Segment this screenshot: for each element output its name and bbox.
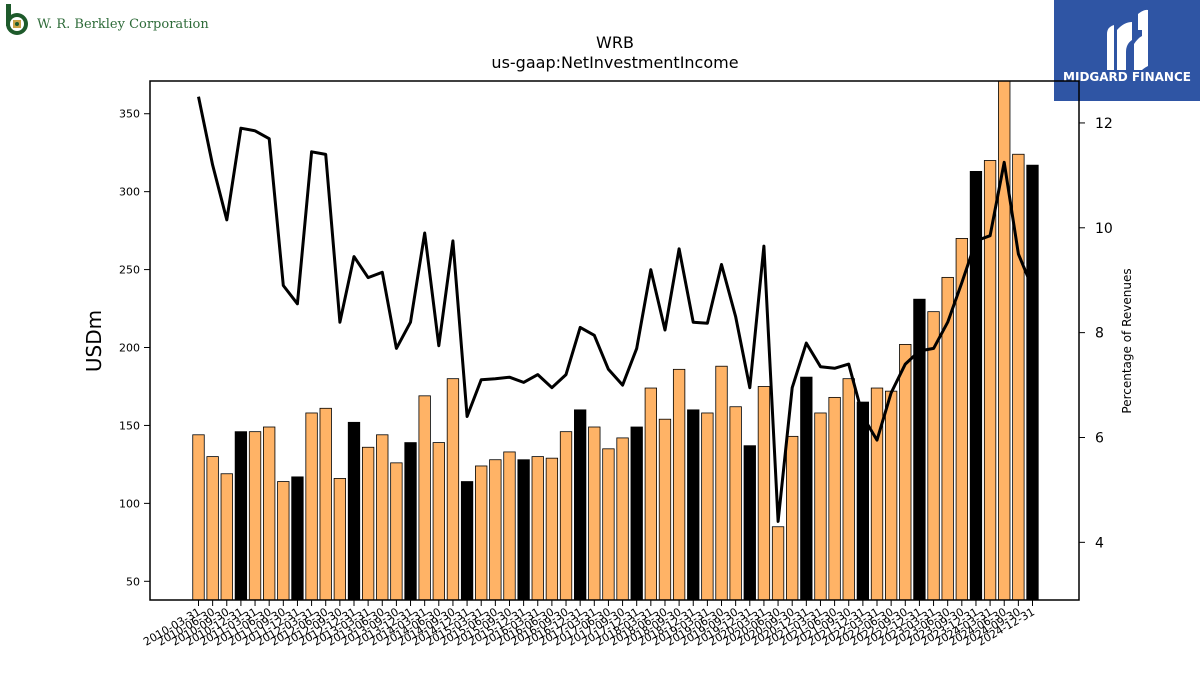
bar (503, 451, 516, 601)
bar (701, 412, 714, 601)
plot-frame (149, 80, 1080, 601)
bar (347, 421, 361, 601)
bar (418, 395, 431, 601)
y2-axis-label: Percentage of Revenues (1120, 268, 1134, 413)
bar (574, 409, 587, 601)
bar (220, 473, 233, 601)
y-tick-label: 200 (119, 342, 140, 355)
bar (927, 311, 940, 601)
bar (263, 426, 276, 601)
bar (884, 390, 898, 601)
bar (305, 412, 318, 601)
bar (715, 365, 728, 601)
bar (757, 386, 771, 601)
bar (856, 401, 870, 601)
bar (206, 456, 219, 601)
bar (899, 343, 912, 601)
y-tick-label: 100 (119, 497, 140, 510)
bar (333, 478, 347, 601)
publisher-logo: MIDGARD FINANCE (1054, 0, 1200, 101)
y2-tick-label: 4 (1095, 535, 1104, 551)
bar (460, 481, 474, 601)
bar (192, 434, 205, 601)
bar (531, 456, 544, 601)
company-logo: W. R. Berkley Corporation (6, 4, 209, 35)
bar (602, 448, 615, 601)
bar (559, 431, 573, 601)
company-name: W. R. Berkley Corporation (37, 17, 209, 32)
y2-tick-label: 10 (1095, 221, 1113, 237)
bar (658, 418, 672, 601)
chart-title: WRB (596, 33, 634, 52)
bar (786, 435, 799, 601)
bar (672, 368, 686, 601)
bar (446, 378, 460, 601)
bar (475, 465, 488, 601)
bar (687, 409, 700, 601)
bar (319, 407, 332, 601)
bar (545, 457, 559, 601)
chart-subtitle: us-gaap:NetInvestmentIncome (491, 53, 738, 72)
bar (291, 476, 304, 601)
y2-tick-label: 6 (1095, 430, 1104, 446)
bar (588, 426, 601, 601)
bar (969, 170, 983, 601)
bar (616, 437, 629, 601)
y2-tick-label: 8 (1095, 326, 1104, 342)
bar (248, 431, 262, 601)
bar (828, 396, 841, 601)
bar (729, 406, 742, 601)
bar (517, 459, 530, 601)
y2-tick-label: 12 (1095, 116, 1113, 132)
bar (913, 298, 926, 601)
series-line (197, 96, 1034, 523)
bar (390, 462, 403, 601)
bar (234, 431, 248, 601)
bar (404, 442, 417, 601)
bar (771, 526, 785, 601)
berkley-b-seal-logo-icon (6, 4, 28, 35)
y-tick-label: 50 (126, 575, 140, 588)
line-series (197, 96, 1034, 523)
bar (277, 481, 290, 601)
bar (432, 442, 445, 601)
bar-series (192, 80, 1039, 601)
bar (644, 387, 657, 601)
y-tick-label: 250 (119, 264, 140, 277)
publisher-name: MIDGARD FINANCE (1063, 70, 1191, 84)
bar (361, 446, 375, 601)
y-tick-label: 150 (119, 419, 140, 432)
x-axis: 2010-03-312010-06-302010-09-302010-12-31… (141, 600, 1037, 649)
bar (842, 378, 855, 601)
y-axis-label: USDm (82, 310, 106, 372)
y-tick-label: 300 (119, 186, 140, 199)
bar (489, 459, 502, 601)
bar (1026, 164, 1039, 601)
bar (376, 434, 389, 601)
bar (743, 445, 756, 601)
y-axis-left: 50 100 150 200 250 300 350 (119, 108, 150, 588)
bar (983, 160, 997, 601)
y-tick-label: 350 (119, 108, 140, 121)
bar (630, 426, 643, 601)
bar (870, 387, 884, 601)
bar (941, 276, 954, 601)
bar (998, 80, 1011, 601)
y-axis-right: 4 6 8 10 12 (1079, 116, 1113, 551)
bar (814, 412, 827, 601)
midgard-m-logo-icon (1107, 9, 1148, 70)
bar (800, 376, 813, 601)
